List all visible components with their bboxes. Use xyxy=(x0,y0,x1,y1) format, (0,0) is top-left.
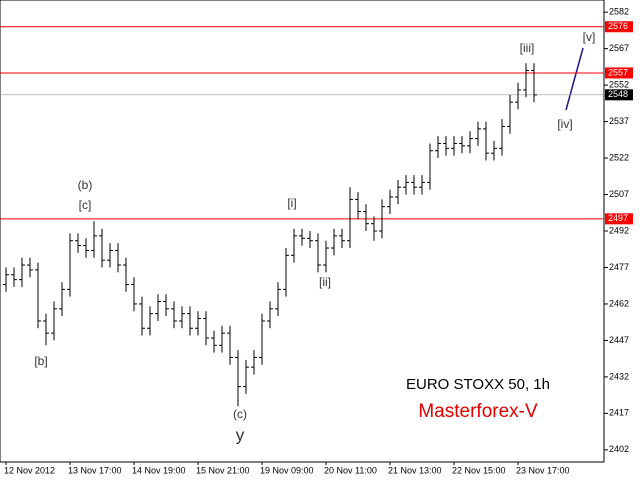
annotation: y xyxy=(236,425,245,444)
x-tick-label: 12 Nov 2012 xyxy=(4,465,55,475)
annotation: [i] xyxy=(287,196,296,210)
y-tick-label: 2507 xyxy=(609,189,629,199)
y-tick-label: 2567 xyxy=(609,43,629,53)
x-tick-label: 20 Nov 11:00 xyxy=(324,465,377,475)
y-tick-label: 2432 xyxy=(609,371,629,381)
x-tick-label: 21 Nov 13:00 xyxy=(388,465,442,475)
x-tick-label: 13 Nov 17:00 xyxy=(68,465,122,475)
projection-line xyxy=(565,47,584,111)
y-tick-label: 2537 xyxy=(609,116,629,126)
last-price-label: 2548 xyxy=(608,89,628,99)
y-tick-label: 2522 xyxy=(609,152,629,162)
y-tick-label: 2552 xyxy=(609,79,629,89)
y-tick-label: 2582 xyxy=(609,7,629,17)
x-tick-label: 23 Nov 17:00 xyxy=(516,465,570,475)
x-tick-label: 22 Nov 15:00 xyxy=(452,465,506,475)
y-tick-label: 2492 xyxy=(609,225,629,235)
level-box xyxy=(605,213,633,225)
level-box xyxy=(605,21,633,33)
x-tick-label: 15 Nov 21:00 xyxy=(196,465,250,475)
annotation: [iii] xyxy=(520,41,535,55)
y-tick-label: 2477 xyxy=(609,262,629,272)
level-label: 2576 xyxy=(608,21,628,31)
annotation: (c) xyxy=(233,407,247,421)
annotation: [ii] xyxy=(319,275,331,289)
y-tick-label: 2402 xyxy=(609,444,629,454)
annotation: [v] xyxy=(583,30,596,44)
annotation: [b] xyxy=(34,354,47,368)
x-tick-label: 19 Nov 09:00 xyxy=(260,465,314,475)
y-tick-label: 2447 xyxy=(609,335,629,345)
annotation: [c] xyxy=(79,198,92,212)
y-tick-label: 2462 xyxy=(609,298,629,308)
chart-subtitle: Masterforex-V xyxy=(418,401,538,422)
y-tick-label: 2417 xyxy=(609,408,629,418)
x-tick-label: 14 Nov 19:00 xyxy=(132,465,186,475)
level-label: 2497 xyxy=(608,213,628,223)
level-label: 2557 xyxy=(608,67,628,77)
annotation: (b) xyxy=(78,178,93,192)
level-box xyxy=(605,67,633,79)
chart-title: EURO STOXX 50, 1h xyxy=(406,376,550,393)
annotation: [iv] xyxy=(557,117,572,131)
last-price-box xyxy=(605,89,633,101)
